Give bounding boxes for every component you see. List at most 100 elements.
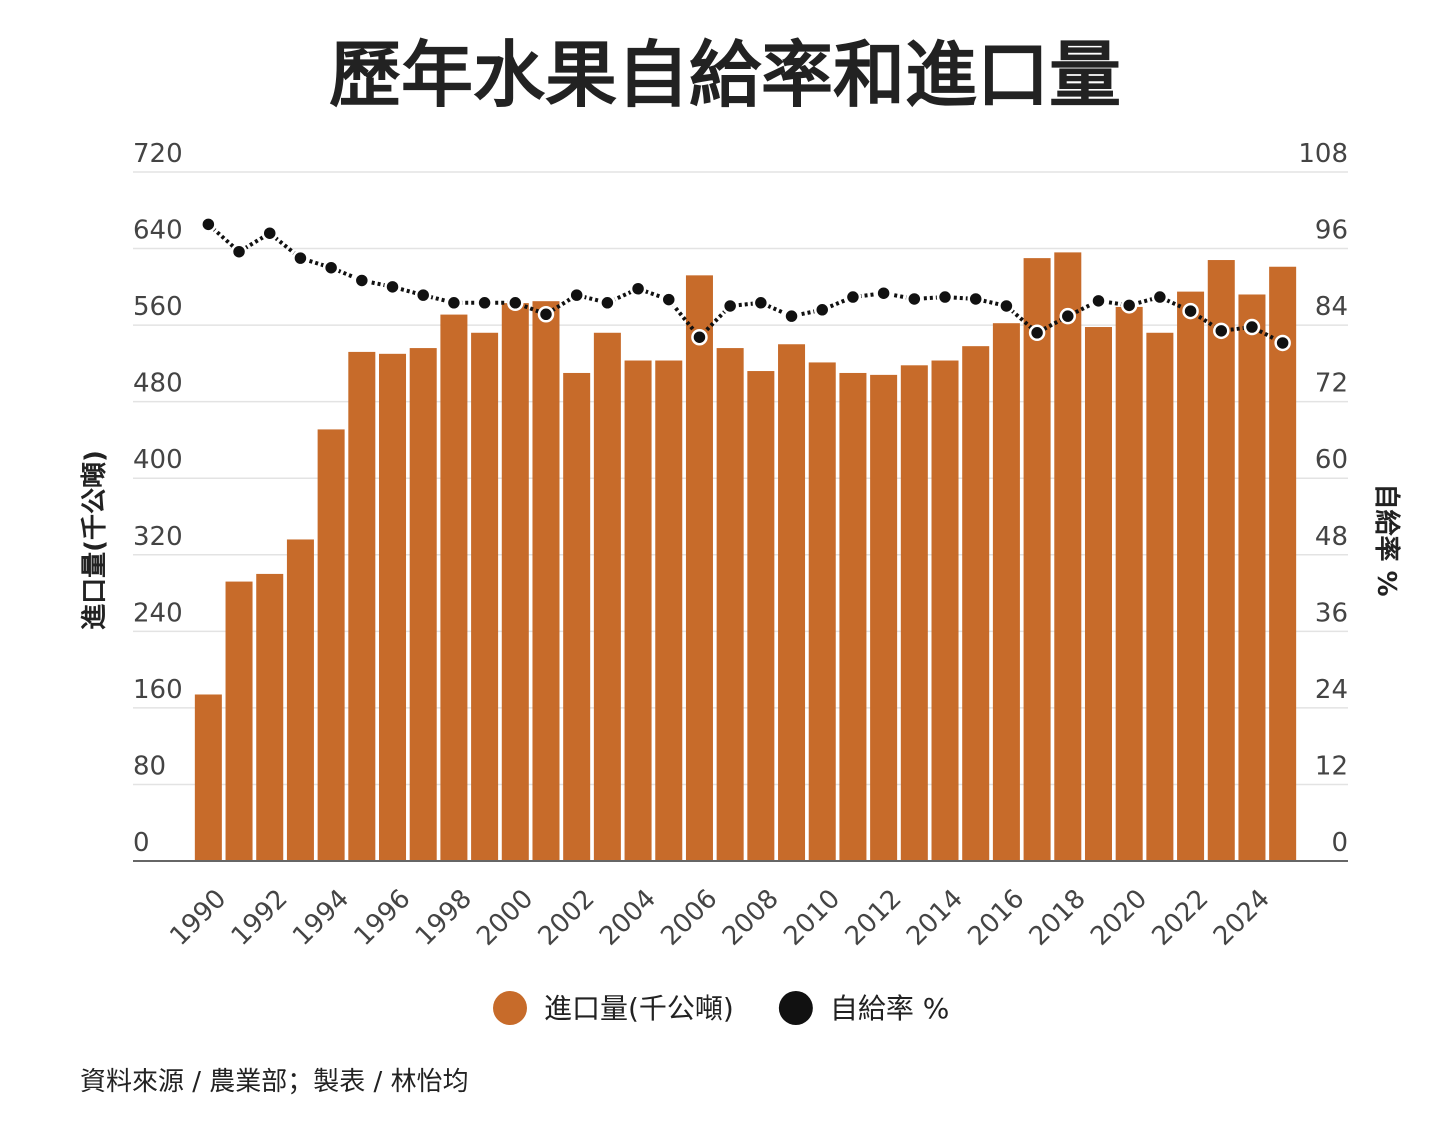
line-point (967, 290, 984, 308)
bar (563, 372, 591, 861)
line-point (230, 243, 248, 260)
line-point (813, 301, 831, 319)
line-point (445, 294, 463, 312)
line-point (936, 288, 954, 306)
line-point (629, 280, 647, 297)
x-tick-label: 2022 (1147, 884, 1215, 952)
source-note: 資料來源 / 農業部；製表 / 林怡均 (80, 1067, 469, 1097)
bar (1146, 332, 1174, 861)
line-point (1151, 288, 1169, 306)
chart-title: 歷年水果自給率和進口量 (329, 33, 1121, 117)
line-point (875, 284, 892, 302)
line-point (906, 290, 923, 308)
line-point (1120, 297, 1138, 314)
line-point (568, 286, 585, 304)
y2-tick-label: 12 (1315, 751, 1348, 781)
y-tick-label: 480 (133, 369, 183, 399)
y-tick-label: 160 (133, 675, 183, 705)
line-point (1243, 318, 1261, 336)
bar (1177, 291, 1205, 861)
line-point (384, 278, 401, 296)
y2-axis-title: 自給率 % (1371, 483, 1402, 596)
line-point (476, 294, 493, 312)
y-tick-label: 720 (133, 139, 183, 169)
x-tick-label: 2000 (471, 884, 539, 952)
y2-tick-label: 48 (1315, 522, 1348, 552)
x-tick-label: 2002 (533, 884, 601, 952)
y2-tick-label: 84 (1315, 292, 1348, 322)
x-tick-label: 2018 (1024, 884, 1092, 952)
bar (808, 362, 836, 861)
bar (1054, 252, 1082, 862)
bar (1115, 306, 1143, 861)
y-tick-label: 0 (133, 828, 150, 858)
bar (593, 332, 621, 861)
line-point (537, 306, 555, 323)
x-tick-label: 1990 (164, 884, 232, 952)
line-point (752, 294, 770, 312)
line-point (322, 259, 340, 276)
line-point (599, 294, 616, 312)
bar (931, 360, 959, 861)
bar (900, 365, 928, 861)
bar (471, 332, 499, 861)
bar (1269, 266, 1297, 861)
y2-tick-label: 60 (1315, 445, 1348, 475)
line-point (691, 328, 708, 346)
y-tick-label: 640 (133, 216, 183, 246)
x-tick-label: 2024 (1208, 884, 1276, 952)
y-tick-label: 400 (133, 445, 183, 475)
bar (409, 348, 437, 862)
line-point (200, 216, 217, 233)
line-point (1059, 307, 1077, 325)
x-tick-label: 2006 (655, 884, 723, 952)
x-tick-label: 2014 (901, 884, 969, 952)
x-tick-label: 1994 (287, 884, 355, 952)
legend-label: 自給率 % (830, 992, 950, 1025)
bar (225, 581, 253, 861)
x-tick-label: 2010 (778, 884, 846, 952)
y2-tick-label: 0 (1331, 828, 1348, 858)
y-tick-label: 320 (133, 522, 183, 552)
bar (286, 539, 314, 861)
bar (870, 374, 898, 861)
y2-tick-label: 96 (1315, 216, 1348, 246)
bar (532, 301, 560, 861)
bar (962, 346, 990, 861)
bar (194, 694, 222, 861)
line-point (1213, 322, 1230, 340)
bar (685, 275, 713, 862)
legend: 進口量(千公噸) 自給率 % (493, 991, 949, 1025)
y2-tick-label: 108 (1298, 139, 1348, 169)
line-point (292, 249, 309, 267)
bar (747, 371, 775, 861)
bar (1084, 327, 1112, 861)
bar (501, 303, 529, 861)
line-point (261, 224, 278, 242)
x-tick-label: 1998 (410, 884, 478, 952)
x-tick-label: 2020 (1085, 884, 1153, 952)
bar (992, 323, 1020, 861)
line-point (414, 286, 432, 304)
line-point (1028, 324, 1046, 342)
y-axis-title: 進口量(千公噸) (80, 450, 110, 630)
legend-label: 進口量(千公噸) (544, 992, 734, 1025)
x-tick-label: 1992 (226, 884, 294, 952)
line-point (507, 294, 524, 312)
bar (348, 351, 376, 861)
line-point (844, 288, 862, 306)
line-point (1274, 334, 1291, 352)
line-point (783, 307, 800, 325)
y-tick-label: 560 (133, 292, 183, 322)
line-point (353, 272, 371, 289)
y-tick-label: 240 (133, 598, 183, 628)
bar (624, 360, 652, 861)
y2-tick-label: 72 (1315, 369, 1348, 399)
line-point (721, 297, 739, 315)
y2-tick-label: 24 (1315, 675, 1348, 705)
legend-marker (778, 991, 813, 1025)
line-point (660, 291, 678, 308)
bar (379, 353, 407, 861)
line-point (998, 297, 1015, 315)
